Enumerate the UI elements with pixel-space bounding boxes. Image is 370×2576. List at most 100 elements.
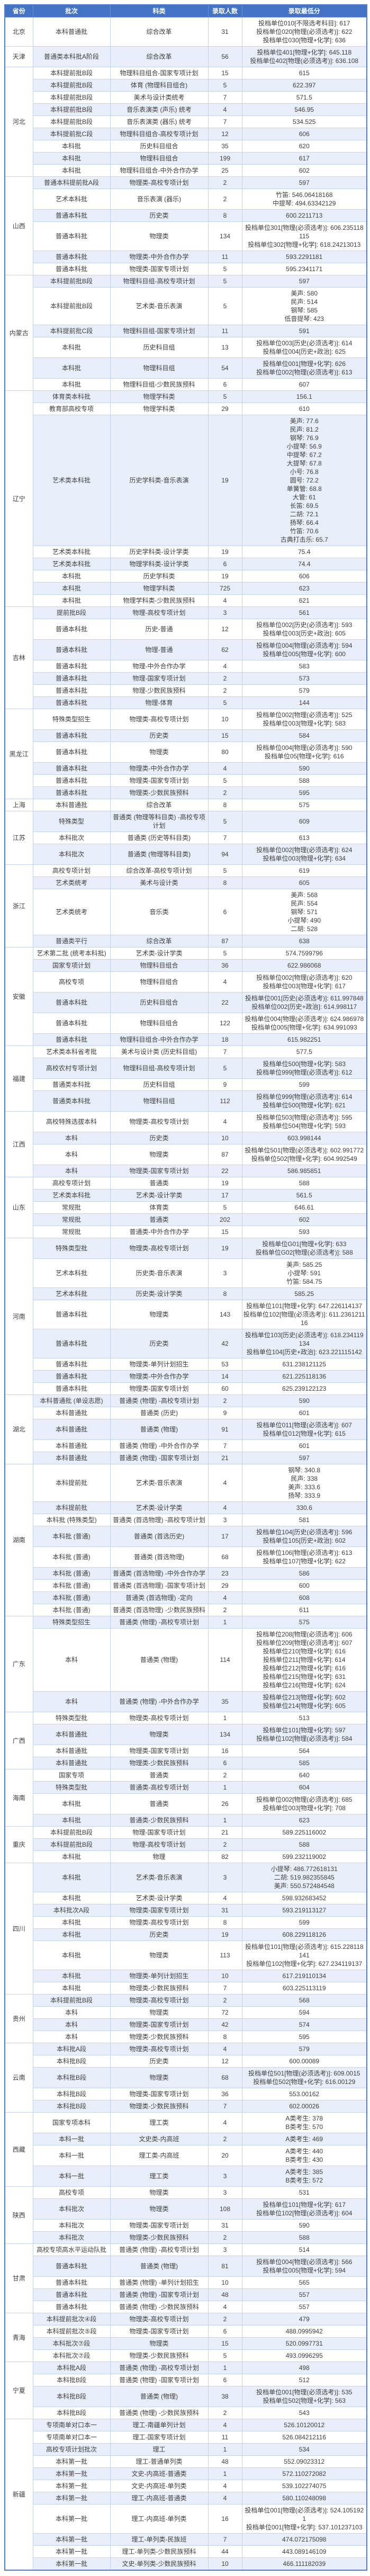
table-row: 本科 物理类-国家专项计划 42 574	[5, 2018, 367, 2031]
category-cell: 普通类 (物理) -高校专项计划	[110, 2243, 209, 2256]
score-cell: 611	[241, 1604, 367, 1616]
batch-cell: 本科批次	[32, 844, 111, 865]
count-cell: 16	[207, 2504, 242, 2534]
category-cell: 综合改革-高校专项计划	[110, 864, 209, 877]
count-cell: 21	[207, 1826, 242, 1839]
table-row: 普通本科批 历史科目组合 22 投档单位001[历史(必须选考)]: 611.9978…	[5, 992, 367, 1013]
score-line: 投档单位503[物理(必须选考)]: 595	[256, 1114, 353, 1121]
table-row: 普通本科批 物理类 143 投档单位101[物理+化学]: 647.226114137…	[5, 1300, 367, 1329]
count-cell: 21	[207, 1452, 242, 1464]
score-line: 584	[299, 732, 310, 739]
count-cell: 19	[207, 1177, 242, 1189]
category-cell: 历史科目组合	[110, 992, 209, 1013]
score-cell: 619	[241, 864, 367, 877]
batch-cell: 本科批A段	[32, 2043, 111, 2055]
score-line: 单簧管: 68.8	[286, 485, 322, 493]
category-cell: 历史类-音乐表演	[110, 1258, 209, 1288]
score-cell: 613	[241, 831, 367, 844]
score-line: 543	[299, 2409, 310, 2417]
score-line: 606	[299, 573, 310, 580]
province-cell: 上海	[4, 799, 33, 811]
batch-cell: 本科一批	[32, 2145, 111, 2166]
table-row: 本科批B段 普通类 (物理) 38 投档单位001[物理(必须选考)]: 535 投档单…	[5, 2386, 367, 2407]
count-cell: 15	[207, 67, 242, 79]
table-row: 本科提前批B段 体育 (物理科目组合) 5 622.397	[5, 79, 367, 92]
batch-cell: 本科提前批B段	[32, 275, 111, 288]
score-line: 593.2291181	[286, 253, 323, 261]
table-row: 本科 物理类-国家专项计划 22 586.985851	[5, 1165, 367, 1177]
table-row: 本科普通批 普通类 (物理) 91 投档单位011[物理(必须选考)]: 607 投档单…	[5, 1419, 367, 1440]
category-cell: 物理类-中外合作办学	[110, 762, 209, 775]
category-cell: 物理类-国家专项计划	[110, 263, 209, 275]
category-cell: 普通类 (物理) -国家专项计划	[110, 2288, 209, 2301]
batch-cell: 本科批	[32, 1863, 111, 1892]
score-cell: 584	[241, 729, 367, 742]
count-cell: 11	[207, 325, 242, 337]
score-line: 621.225118136	[282, 1373, 327, 1380]
count-cell: 134	[207, 221, 242, 251]
batch-cell: 艺术类本科省考批	[32, 1045, 111, 1058]
score-line: 604	[299, 1784, 310, 1791]
batch-cell: 高校特殊选拔本科	[32, 1111, 111, 1132]
count-cell: 80	[207, 741, 242, 763]
category-cell: 物理类-少数民族预科	[110, 2349, 209, 2362]
score-cell: 606	[241, 128, 367, 140]
score-line: 520.0997731	[285, 2340, 323, 2347]
count-cell: 6	[207, 1757, 242, 1769]
count-cell: 15	[207, 729, 242, 742]
batch-cell: 本科提前批B段	[32, 67, 111, 79]
score-line: 595	[299, 2033, 310, 2041]
score-line: 585.25	[294, 1290, 314, 1298]
category-cell: 历史类	[110, 209, 209, 222]
score-line: 投档单位004[物理(必须选考)]: 590	[256, 744, 353, 752]
score-cell: 514	[241, 2243, 367, 2256]
province-cell: 海南	[4, 1769, 33, 1827]
score-line: 590	[299, 2222, 310, 2229]
score-cell: A类考生: 469	[241, 2133, 367, 2145]
table-row: 普通本科批 普通类 (物理) 81 投档单位004[物理(必须选考)]: 566 投档单…	[5, 2256, 367, 2277]
table-row: 普通本科批 物理-体育 5 144	[5, 696, 367, 709]
score-line: 投档单位105[历史+政治]: 602	[263, 1537, 346, 1544]
category-cell: 物理类	[110, 1300, 209, 1329]
batch-cell: 普通本科批	[32, 729, 111, 742]
count-cell: 7	[207, 1982, 242, 1994]
count-cell: 11	[207, 2431, 242, 2444]
batch-cell: 本科批 (普通)	[32, 1579, 111, 1592]
score-line: 投档单位004[物理(必须选考)]: 624.986978	[245, 1015, 364, 1023]
score-cell: 617.219110134	[241, 1970, 367, 1982]
score-line: 扬琴: 333.9	[288, 1492, 321, 1499]
score-cell: 投档单位002[历史(必须选考)]: 593 投档单位003[历史+政治]: 60…	[241, 619, 367, 640]
province-cell: 四川	[4, 1863, 33, 1994]
score-line: 573	[299, 675, 310, 682]
batch-cell: 本科批 (普通)	[32, 1546, 111, 1568]
score-cell: 588	[241, 1177, 367, 1189]
batch-cell: 本科批	[32, 140, 111, 153]
batch-cell: 本科第一批	[32, 2455, 111, 2468]
score-cell: 607	[241, 378, 367, 391]
score-cell: 595	[241, 2031, 367, 2043]
count-cell: 2	[207, 1994, 242, 2007]
score-line: 投档单位001[物理(必须选考)]: 524.1051921	[245, 2507, 364, 2523]
score-line: 622.986068	[287, 962, 321, 969]
category-cell: 物理类	[110, 741, 209, 763]
score-cell: 602	[241, 164, 367, 177]
batch-cell: 本科提前批B段	[32, 103, 111, 116]
table-row: 艺术本科批 历史类-设计学类 8 585.25	[5, 1287, 367, 1300]
score-line: 609	[299, 818, 310, 825]
score-cell: 602	[241, 1213, 367, 1226]
table-row: 云南 本科批A段 物理类-高校专项计划 4 579	[4, 2043, 367, 2113]
category-cell: 历史-普通	[110, 619, 209, 640]
score-line: 602	[299, 167, 310, 174]
count-cell: 8	[207, 876, 242, 889]
score-cell: 595.2341171	[241, 263, 367, 275]
score-line: 投档单位107[物理+化学]: 622	[263, 1558, 346, 1565]
score-cell: 601	[241, 1439, 367, 1452]
table-row: 常规批 体育类 5 646.61	[5, 1201, 367, 1214]
score-line: 小提琴: 591	[287, 1269, 321, 1277]
count-cell: 29	[207, 402, 242, 415]
score-line: 601	[299, 1409, 310, 1417]
table-row: 本科 物理类 87 投档单位501[物理(必须选考)]: 602.991772 投档单位…	[5, 1144, 367, 1165]
score-line: 593.219113127	[282, 1907, 327, 1914]
score-line: 投档单位002[物理(必须选考)]: 685	[256, 1796, 353, 1803]
count-cell: 5	[207, 287, 242, 325]
